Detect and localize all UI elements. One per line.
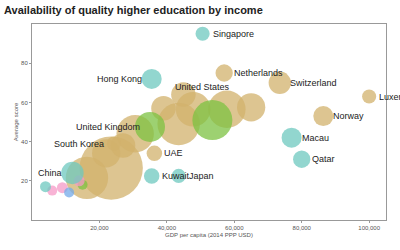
svg-text:60: 60 <box>21 100 28 106</box>
svg-text:Average score: Average score <box>13 102 19 141</box>
svg-text:40,000: 40,000 <box>158 225 177 231</box>
svg-text:20: 20 <box>21 178 28 184</box>
svg-text:80,000: 80,000 <box>293 225 312 231</box>
svg-text:Kuwait: Kuwait <box>162 171 190 181</box>
svg-text:40: 40 <box>21 139 28 145</box>
svg-text:100,000: 100,000 <box>358 225 380 231</box>
svg-text:UAE: UAE <box>164 148 183 158</box>
svg-text:Qatar: Qatar <box>312 154 335 164</box>
svg-text:Netherlands: Netherlands <box>234 68 283 78</box>
svg-text:Macau: Macau <box>302 133 329 143</box>
svg-text:Luxembourg: Luxembourg <box>379 92 400 102</box>
svg-text:Switzerland: Switzerland <box>290 78 337 88</box>
svg-text:Japan: Japan <box>189 171 214 181</box>
svg-text:Singapore: Singapore <box>213 29 254 39</box>
svg-text:China: China <box>38 168 62 178</box>
svg-text:Norway: Norway <box>333 111 364 121</box>
svg-text:United States: United States <box>175 82 230 92</box>
svg-text:South Korea: South Korea <box>54 139 104 149</box>
svg-text:Availability of quality higher: Availability of quality higher education… <box>4 4 263 16</box>
svg-text:United Kingdom: United Kingdom <box>76 122 140 132</box>
svg-text:20,000: 20,000 <box>90 225 109 231</box>
svg-text:80: 80 <box>21 60 28 66</box>
svg-text:60,000: 60,000 <box>225 225 244 231</box>
svg-text:GDP per capita (2014 PPP USD): GDP per capita (2014 PPP USD) <box>165 232 253 238</box>
svg-text:Hong Kong: Hong Kong <box>97 74 142 84</box>
